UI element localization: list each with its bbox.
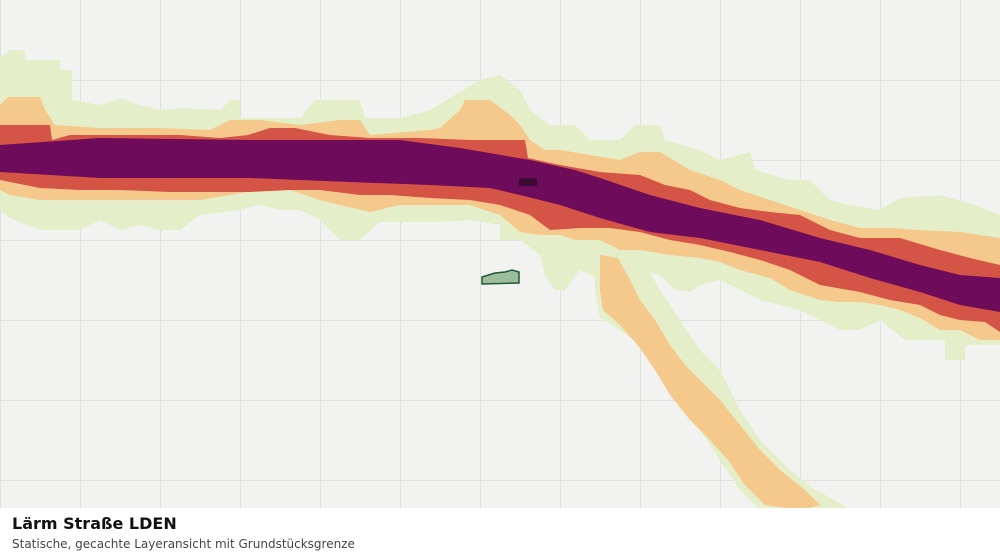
layer-title: Lärm Straße LDEN	[12, 514, 177, 533]
parcel-boundary	[481, 269, 520, 285]
noise-zone-very-high	[0, 138, 1000, 312]
noise-hotspot	[519, 178, 537, 186]
layer-subtitle: Statische, gecachte Layeransicht mit Gru…	[12, 537, 355, 551]
caption-panel: Lärm Straße LDEN Statische, gecachte Lay…	[0, 508, 1000, 560]
